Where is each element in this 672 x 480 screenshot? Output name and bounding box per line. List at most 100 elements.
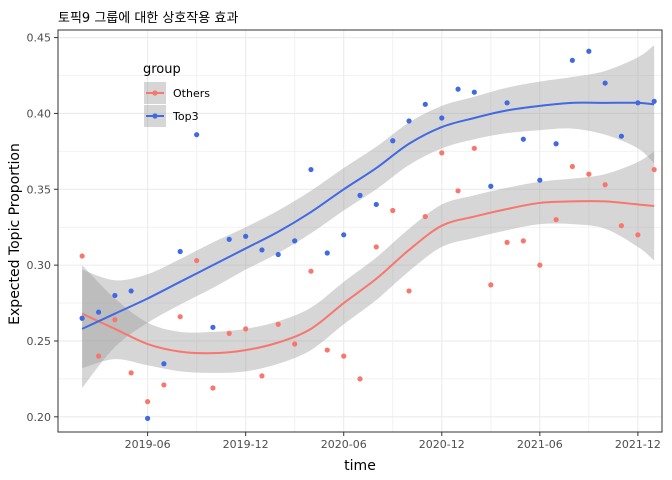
legend-label-top3: Top3 <box>172 110 199 123</box>
data-point-top3 <box>537 177 543 183</box>
data-point-others <box>504 239 510 245</box>
y-tick-label: 0.40 <box>27 107 52 120</box>
data-point-top3 <box>651 98 657 104</box>
data-point-top3 <box>618 133 625 139</box>
data-point-others <box>128 370 134 376</box>
data-point-top3 <box>569 57 575 63</box>
chart-title: 토픽9 그룹에 대한 상호작용 효과 <box>58 11 238 26</box>
data-point-others <box>79 253 85 259</box>
data-point-top3 <box>128 288 134 294</box>
data-point-top3 <box>95 309 102 315</box>
data-point-others <box>357 376 363 382</box>
data-point-others <box>259 373 265 379</box>
x-tick-label: 2021-12 <box>615 438 661 451</box>
data-point-top3 <box>145 415 151 421</box>
data-point-top3 <box>79 315 85 321</box>
y-tick-label: 0.30 <box>27 259 52 272</box>
y-tick-label: 0.45 <box>27 32 52 45</box>
data-point-others <box>161 382 167 388</box>
data-point-others <box>651 166 657 173</box>
data-point-others <box>422 213 428 220</box>
data-point-top3 <box>635 100 641 106</box>
x-tick-label: 2019-06 <box>125 438 171 451</box>
data-point-others <box>210 385 216 391</box>
data-point-others <box>243 326 249 332</box>
data-point-top3 <box>292 238 298 244</box>
legend-key-point-others <box>152 90 158 96</box>
data-point-top3 <box>259 247 265 253</box>
data-point-top3 <box>177 248 183 255</box>
data-point-top3 <box>455 86 461 92</box>
smooth-line-others <box>81 200 655 355</box>
data-point-others <box>406 288 412 294</box>
data-point-top3 <box>357 192 363 198</box>
x-axis-title: time <box>344 458 376 474</box>
data-point-others <box>455 188 461 194</box>
major-gridlines <box>58 30 662 432</box>
data-point-top3 <box>161 361 167 367</box>
data-point-top3 <box>553 141 559 147</box>
y-tick-label: 0.35 <box>27 183 52 196</box>
x-tick-label: 2019-12 <box>223 438 269 451</box>
smooth-lines <box>81 101 655 355</box>
y-axis-ticks: 0.20 0.25 0.30 0.35 0.40 0.45 <box>27 32 58 424</box>
minor-gridlines <box>58 30 662 432</box>
x-tick-label: 2020-12 <box>419 438 465 451</box>
data-point-top3 <box>390 138 396 144</box>
data-point-others <box>537 262 543 268</box>
confidence-band-top3 <box>82 45 655 389</box>
legend-keys: Others Top3 <box>144 82 210 127</box>
data-point-others <box>553 217 559 223</box>
data-point-top3 <box>422 101 428 107</box>
data-point-others <box>569 163 575 170</box>
legend-title: group <box>143 62 181 77</box>
data-point-top3 <box>504 100 510 106</box>
data-point-top3 <box>243 233 249 239</box>
data-point-top3 <box>112 292 118 299</box>
data-point-others <box>618 223 625 229</box>
confidence-bands <box>82 45 655 389</box>
y-axis-title: Expected Topic Proportion <box>7 143 23 325</box>
data-point-top3 <box>602 80 608 86</box>
data-point-others <box>390 207 396 214</box>
data-point-top3 <box>406 118 412 124</box>
data-point-top3 <box>471 89 477 95</box>
x-axis-ticks: 2019-06 2019-12 2020-06 2020-12 2021-06 2021-… <box>125 432 661 451</box>
data-point-top3 <box>226 236 232 242</box>
data-point-top3 <box>324 250 330 256</box>
data-point-others <box>586 171 592 177</box>
data-point-others <box>177 314 183 320</box>
data-point-top3 <box>341 232 347 238</box>
legend: group Others Top3 <box>143 62 210 127</box>
legend-key-point-top3 <box>152 113 158 119</box>
data-point-others <box>602 182 608 188</box>
data-point-top3 <box>586 48 592 54</box>
data-point-top3 <box>373 201 379 208</box>
data-point-top3 <box>308 166 314 173</box>
data-point-others <box>488 282 494 288</box>
data-point-others <box>292 341 298 347</box>
data-point-top3 <box>275 251 281 258</box>
data-points <box>79 48 657 421</box>
data-point-others <box>520 238 526 244</box>
data-point-others <box>471 145 477 151</box>
y-tick-label: 0.25 <box>27 335 52 348</box>
data-point-top3 <box>194 132 200 138</box>
data-point-others <box>439 150 445 156</box>
legend-label-others: Others <box>173 87 210 100</box>
data-point-others <box>373 244 379 250</box>
data-point-top3 <box>520 136 526 142</box>
data-point-others <box>275 321 281 327</box>
data-point-others <box>341 353 347 359</box>
data-point-top3 <box>210 324 216 330</box>
data-point-others <box>635 232 641 238</box>
smooth-line-top3 <box>81 101 655 330</box>
data-point-others <box>324 347 330 353</box>
data-point-top3 <box>439 115 445 121</box>
x-tick-label: 2020-06 <box>321 438 367 451</box>
data-point-others <box>226 330 232 336</box>
data-point-others <box>194 257 200 264</box>
data-point-others <box>308 268 314 274</box>
